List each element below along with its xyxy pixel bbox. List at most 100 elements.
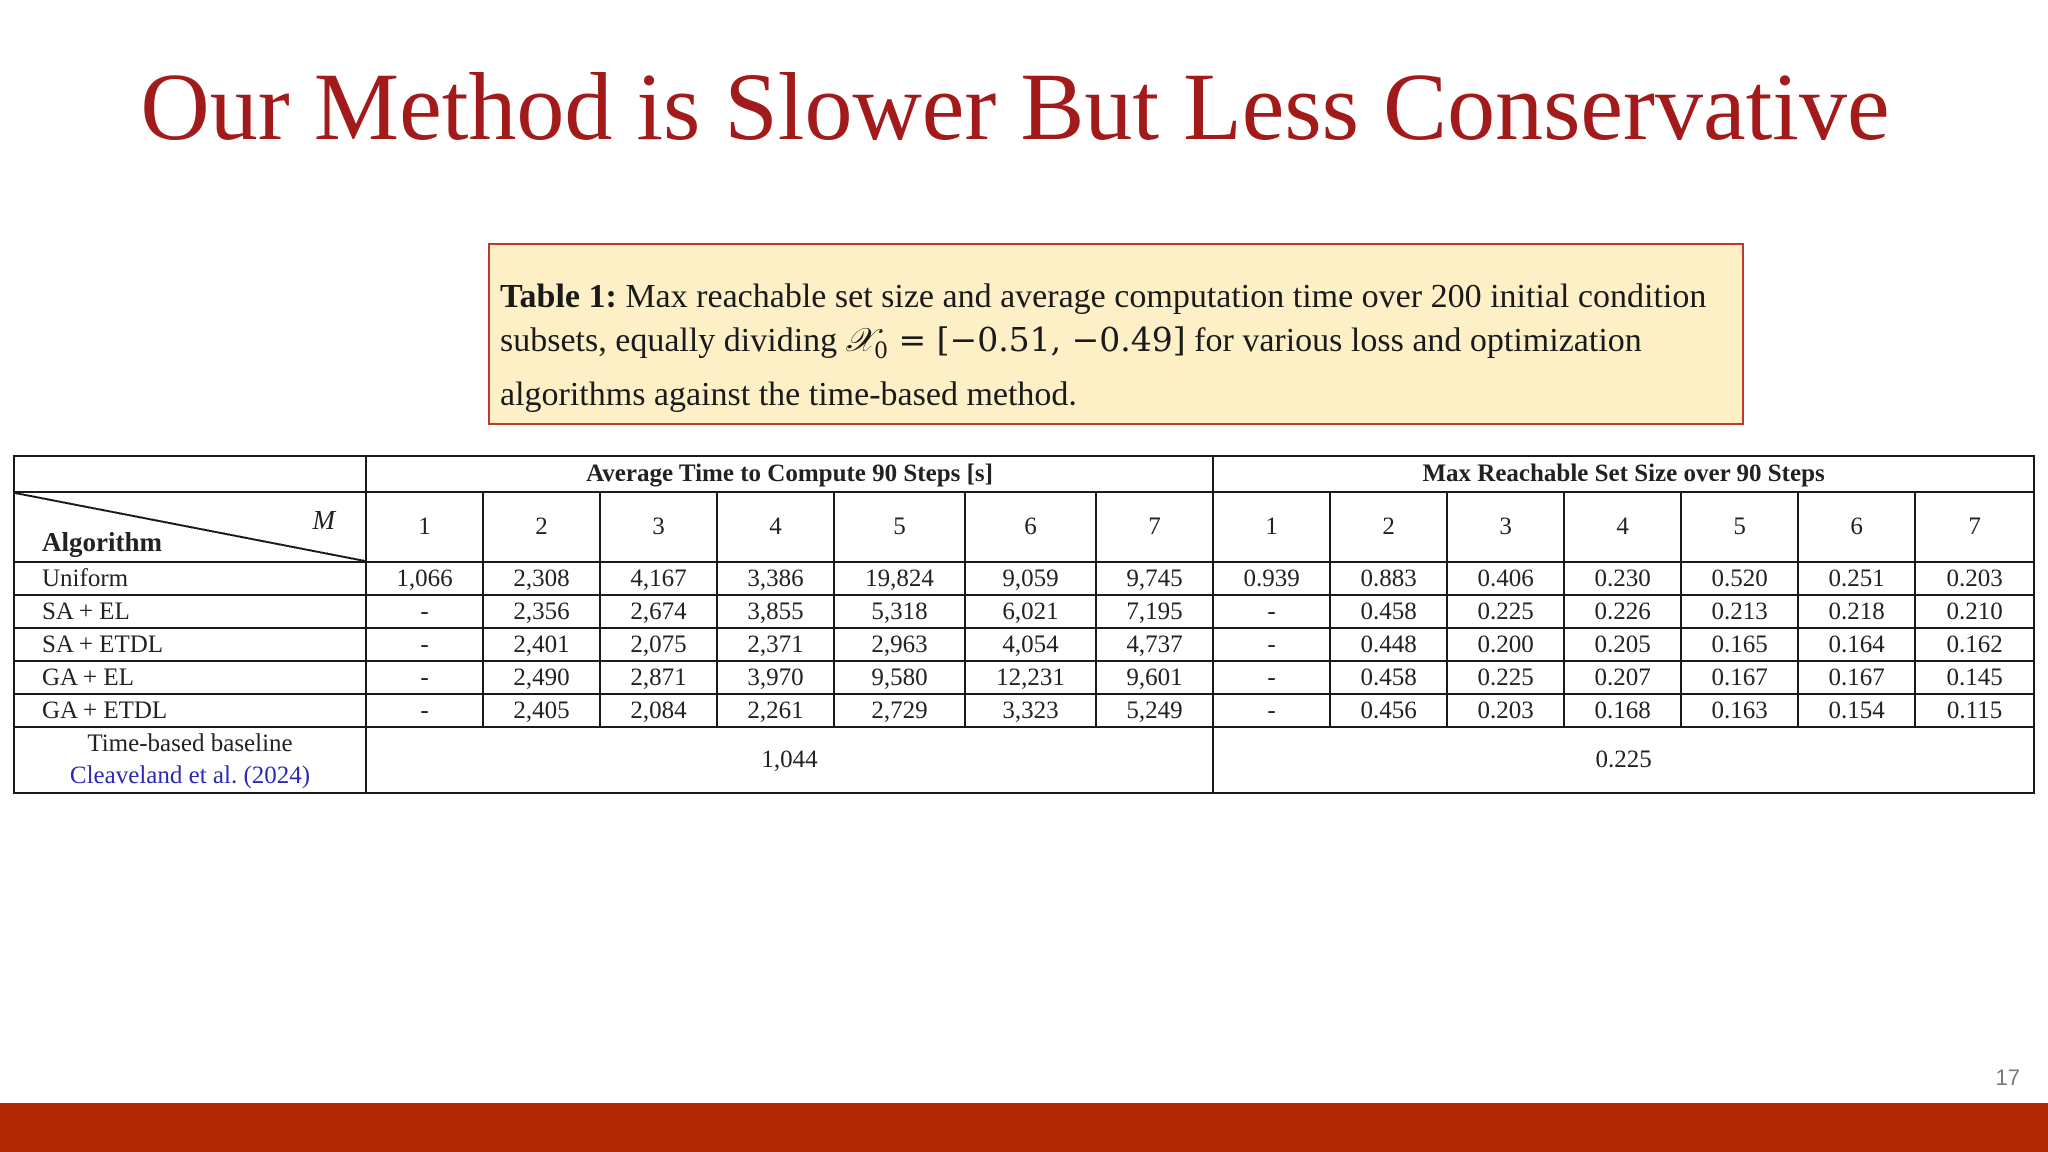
time-cell: 2,963 [833,627,966,662]
size-cell: 0.205 [1563,627,1683,662]
footer-bar [0,1103,2048,1152]
table-row: GA + ETDL - 2,405 2,084 2,261 2,729 3,32… [13,693,2036,728]
size-cell: 0.406 [1446,561,1566,596]
table-caption: Table 1: Max reachable set size and aver… [488,243,1744,425]
size-cell-best: 0.154 [1797,693,1917,728]
size-cell-best: 0.200 [1446,627,1566,662]
time-cell: 9,059 [964,561,1097,596]
time-cell: - [365,627,484,662]
header-m-label: M [312,505,336,535]
time-cell: 2,674 [599,594,718,629]
caption-math-interval: = [−0.51, −0.49] [888,320,1186,359]
time-cell: 6,021 [964,594,1097,629]
time-cell: 3,386 [716,561,835,596]
algorithm-name: Uniform [13,561,367,596]
size-cell: 0.167 [1680,660,1800,695]
baseline-label-cell: Time-based baseline Cleaveland et al. (2… [13,726,367,794]
algorithm-name: GA + ETDL [13,693,367,728]
size-cell: 0.230 [1563,561,1683,596]
baseline-citation-link[interactable]: Cleaveland et al. (2024) [69,762,311,789]
time-cell: 2,371 [716,627,835,662]
time-cell: 2,261 [716,693,835,728]
baseline-time: 1,044 [364,726,1215,794]
time-cell: 5,249 [1094,693,1215,728]
empty-corner [13,455,367,493]
header-algorithm-label: Algorithm [42,527,162,557]
size-cell: - [1212,660,1332,695]
size-cell: 0.226 [1563,594,1683,629]
diagonal-header-cell: M Algorithm [13,491,367,563]
size-cell: 0.883 [1329,561,1449,596]
time-cell: 2,084 [599,693,718,728]
size-cell: - [1212,693,1332,728]
group-header-size: Max Reachable Set Size over 90 Steps [1212,455,2036,493]
size-cell-best: 0.168 [1563,693,1683,728]
time-cell: 2,490 [482,660,601,695]
time-cell: 2,308 [482,561,601,596]
size-cell: 0.218 [1797,594,1917,629]
size-m-header: 4 [1563,491,1683,563]
size-cell: 0.939 [1212,561,1332,596]
time-cell: 5,318 [833,594,966,629]
size-cell: 0.458 [1329,660,1449,695]
caption-text-after: for various loss and optimization algori… [500,322,1642,413]
time-cell: 9,601 [1094,660,1215,695]
slide-title: Our Method is Slower But Less Conservati… [140,53,1890,160]
page-number: 17 [1995,1065,2020,1090]
size-cell: 0.458 [1329,594,1449,629]
time-cell: 4,737 [1094,627,1215,662]
size-cell: - [1212,594,1332,629]
table-row: Uniform 1,066 2,308 4,167 3,386 19,824 9… [13,561,2036,596]
baseline-size: 0.225 [1212,726,2036,794]
size-cell-best: 0.163 [1680,693,1800,728]
time-m-header: 2 [482,491,601,563]
time-cell: 2,356 [482,594,601,629]
m-header-row: M Algorithm 1 2 3 4 5 6 7 1 2 3 4 5 6 7 [13,491,2036,563]
size-m-header: 2 [1329,491,1449,563]
time-m-header: 7 [1094,491,1215,563]
size-cell: 0.520 [1680,561,1800,596]
time-cell: - [365,594,484,629]
time-cell: 2,871 [599,660,718,695]
group-header-row: Average Time to Compute 90 Steps [s] Max… [13,455,2036,493]
time-cell: 3,323 [964,693,1097,728]
time-cell: 12,231 [964,660,1097,695]
size-cell: 0.213 [1680,594,1800,629]
time-cell: 4,167 [599,561,718,596]
time-cell: 2,405 [482,693,601,728]
time-m-header: 1 [365,491,484,563]
size-cell: 0.225 [1446,660,1566,695]
time-cell: 2,401 [482,627,601,662]
time-cell: 3,855 [716,594,835,629]
group-header-time: Average Time to Compute 90 Steps [s] [364,455,1215,493]
size-cell: 0.448 [1329,627,1449,662]
algorithm-name: SA + EL [13,594,367,629]
time-m-header: 3 [599,491,718,563]
algorithm-name: GA + EL [13,660,367,695]
time-cell: 1,066 [365,561,484,596]
time-cell: 4,054 [964,627,1097,662]
algorithm-name: SA + ETDL [13,627,367,662]
size-cell: 0.225 [1446,594,1566,629]
time-cell: - [365,693,484,728]
caption-math: 𝒳0 = [−0.51, −0.49] [845,320,1186,364]
size-cell: 0.164 [1797,627,1917,662]
size-cell: 0.207 [1563,660,1683,695]
caption-text-before: Max reachable set size and average compu… [500,278,1707,359]
table-row: SA + EL - 2,356 2,674 3,855 5,318 6,021 … [13,594,2036,629]
size-cell: 0.145 [1914,660,2036,695]
table-row: SA + ETDL - 2,401 2,075 2,371 2,963 4,05… [13,627,2036,662]
time-cell: - [365,660,484,695]
caption-math-symbol: 𝒳 [845,320,875,359]
size-m-header: 1 [1212,491,1332,563]
size-cell: 0.210 [1914,594,2036,629]
caption-label: Table 1: [500,278,617,315]
size-m-header: 6 [1797,491,1917,563]
baseline-label: Time-based baseline [87,730,293,757]
size-cell: 0.456 [1329,693,1449,728]
time-cell: 2,075 [599,627,718,662]
time-m-header: 5 [833,491,966,563]
size-cell: 0.165 [1680,627,1800,662]
caption-math-subscript: 0 [874,339,889,364]
table-row: GA + EL - 2,490 2,871 3,970 9,580 12,231… [13,660,2036,695]
